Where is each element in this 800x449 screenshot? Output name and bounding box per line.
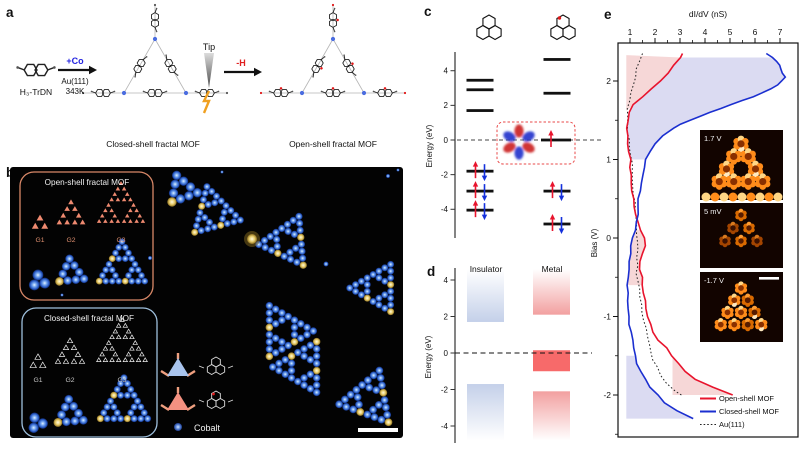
- closed-shell-curve: [626, 52, 787, 420]
- inset-label-1p7V: 1.7 V: [704, 134, 722, 143]
- g1-label-open: G1: [35, 237, 44, 244]
- closed-shell-product-label: Closed-shell fractal MOF: [106, 139, 200, 149]
- open-shell-curve: [625, 53, 733, 396]
- svg-text:4: 4: [444, 276, 449, 285]
- stm-overview-image: [10, 167, 403, 438]
- svg-text:-1: -1: [603, 312, 611, 322]
- svg-text:2: 2: [653, 27, 658, 37]
- chart-legend: [700, 397, 716, 425]
- panel-c-energy-levels: 4 2 0 -2 -4: [441, 14, 601, 238]
- panel-label-d: d: [427, 264, 435, 279]
- g1-label-closed: G1: [33, 377, 42, 384]
- svg-text:-4: -4: [441, 422, 449, 431]
- legend-closed-shell: Closed-shell MOF: [719, 407, 779, 416]
- open-shell-schematics: [31, 181, 146, 229]
- somo-orbital: [503, 124, 535, 160]
- svg-text:2: 2: [606, 76, 611, 86]
- g3-label-open: G3: [116, 237, 125, 244]
- insulator-label: Insulator: [470, 264, 503, 274]
- svg-text:6: 6: [753, 27, 758, 37]
- g2-label-open: G2: [66, 237, 75, 244]
- cobalt-label: Cobalt: [194, 423, 221, 433]
- metal-label: Metal: [542, 264, 563, 274]
- open-shell-box-title: Open-shell fractal MOF: [45, 178, 130, 187]
- temperature-label: 343K: [66, 87, 85, 96]
- stm-insets: [700, 130, 783, 342]
- panel-d-y-axis-label: Energy (eV): [424, 335, 433, 378]
- plot-area: [625, 52, 787, 420]
- svg-text:-4: -4: [441, 205, 449, 214]
- svg-text:1: 1: [606, 155, 611, 165]
- svg-text:-2: -2: [603, 390, 611, 400]
- open-shell-product-label: Open-shell fractal MOF: [289, 139, 377, 149]
- closed-shell-box: [21, 307, 158, 438]
- panel-e-didv-chart: 1 2 3 4 5 6 7 2 1 0 -1 -2: [603, 27, 799, 438]
- plus-co-label: +Co: [66, 56, 84, 66]
- legend-au111: Au(111): [719, 420, 745, 429]
- svg-text:7: 7: [778, 27, 783, 37]
- panel-label-e: e: [604, 7, 612, 22]
- scale-bar: [358, 428, 398, 432]
- svg-text:2: 2: [444, 101, 449, 110]
- open-shell-box: [19, 171, 154, 301]
- legend-open-shell: Open-shell MOF: [719, 394, 774, 403]
- open-shell-stm-generations: [28, 238, 149, 291]
- fermi-level-band: [533, 350, 570, 372]
- somo-highlight-box: [496, 121, 576, 165]
- closed-shell-stm-generations: [28, 374, 152, 433]
- didv-axis-title: dI/dV (nS): [689, 9, 727, 19]
- svg-text:0: 0: [444, 136, 449, 145]
- svg-text:3: 3: [678, 27, 683, 37]
- g2-label-closed: G2: [65, 377, 74, 384]
- svg-text:0: 0: [606, 233, 611, 243]
- svg-text:5: 5: [728, 27, 733, 37]
- tip-label: Tip: [203, 42, 215, 52]
- svg-text:-2: -2: [441, 170, 449, 179]
- svg-text:4: 4: [703, 27, 708, 37]
- closed-shell-schematics: [29, 317, 148, 368]
- g3-label-closed: G3: [117, 377, 126, 384]
- svg-text:-2: -2: [441, 385, 449, 394]
- panel-label-a: a: [6, 5, 14, 20]
- inset-label-m1p7V: -1.7 V: [704, 276, 724, 285]
- svg-text:2: 2: [444, 312, 449, 321]
- inset-scale-bar: [759, 277, 779, 280]
- svg-text:0: 0: [444, 349, 449, 358]
- inset-label-5mV: 5 mV: [704, 207, 722, 216]
- svg-text:4: 4: [444, 67, 449, 76]
- stm-fractal-islands: [60, 168, 400, 427]
- panel-d-band-diagram: 4 2 0 -2 -4: [441, 268, 592, 443]
- surface-label: Au(111): [61, 77, 89, 86]
- minus-h-label: -H: [236, 58, 246, 68]
- reactant-label: H₃-TrDN: [20, 87, 52, 97]
- panel-b-legend: [160, 353, 234, 431]
- panel-c-y-axis-label: Energy (eV): [425, 124, 434, 167]
- panel-label-c: c: [424, 4, 432, 19]
- bias-axis-label: Bias (V): [590, 228, 599, 257]
- closed-shell-box-title: Closed-shell fractal MOF: [44, 314, 134, 323]
- svg-text:1: 1: [628, 27, 633, 37]
- panel-b-stm-content: [28, 168, 400, 433]
- panel-a-reaction-scheme: [16, 3, 407, 114]
